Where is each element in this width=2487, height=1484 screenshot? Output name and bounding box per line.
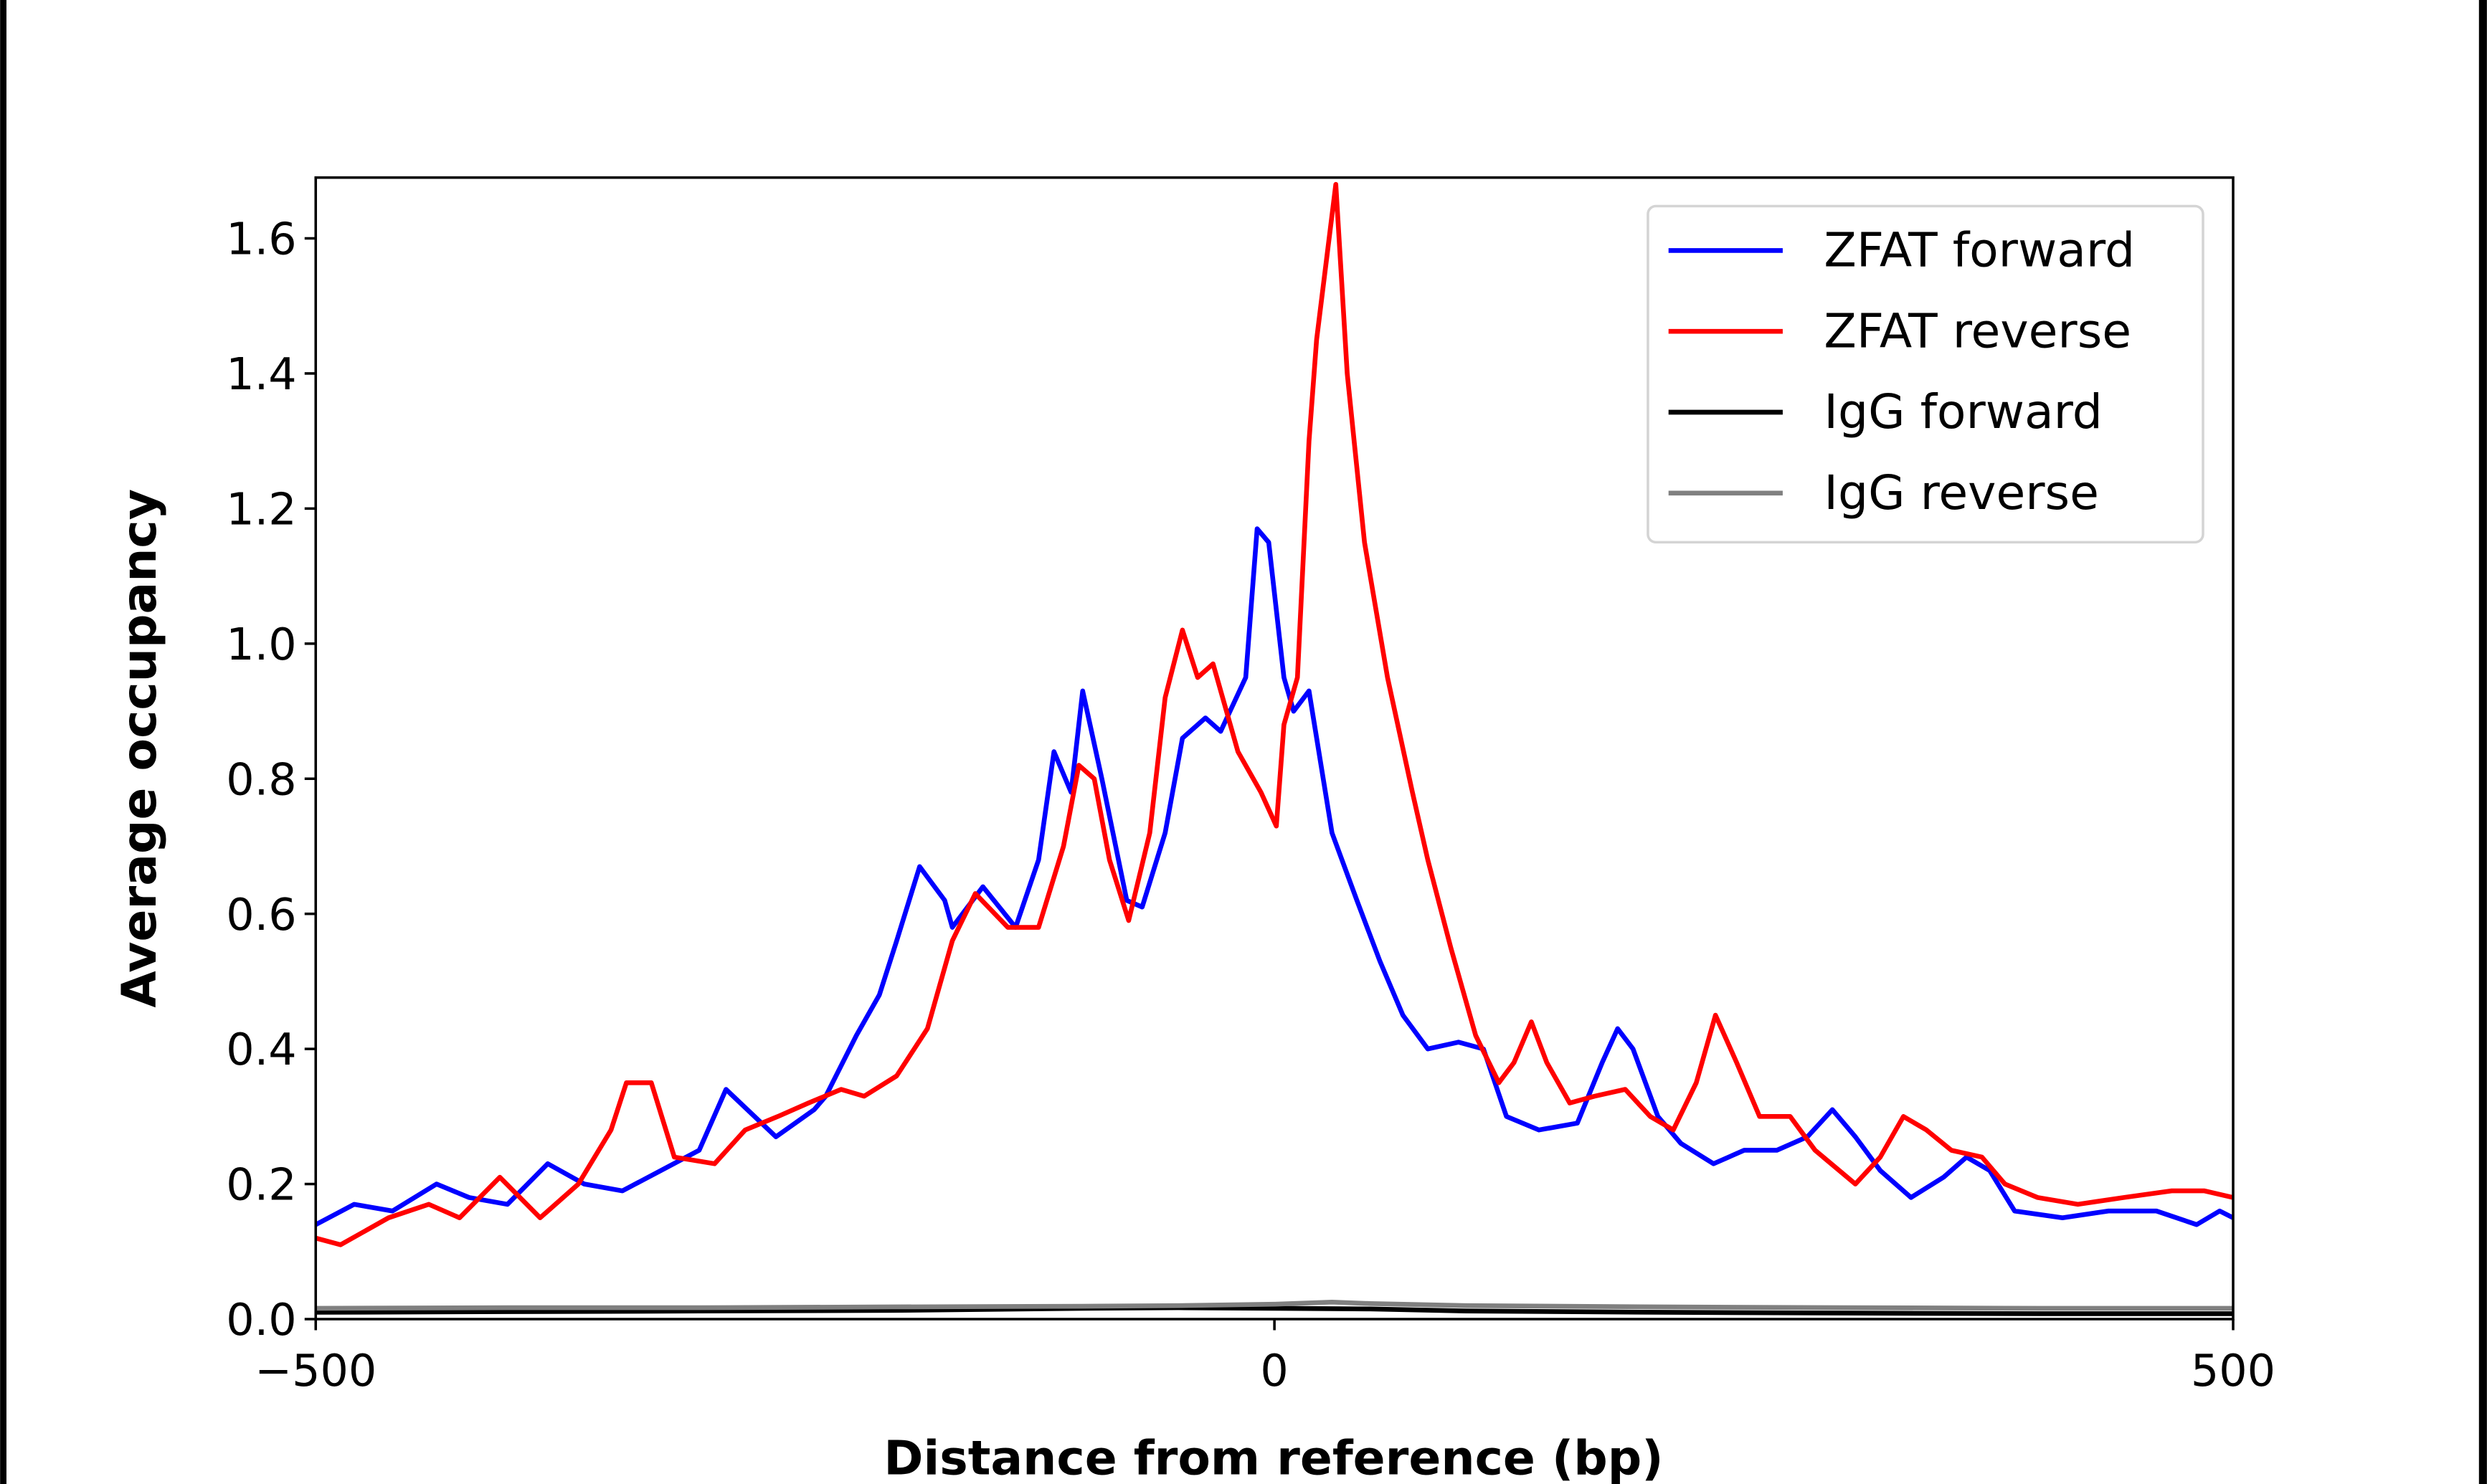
- y-tick-label: 1.2: [226, 483, 296, 535]
- legend: ZFAT forward ZFAT reverse IgG forward IgG r…: [1647, 204, 2204, 544]
- y-axis-label: Average occupancy: [111, 489, 167, 1008]
- y-tick-label: 0.0: [226, 1294, 296, 1346]
- x-tick-label: 0: [1260, 1345, 1288, 1397]
- series-line-igg-forward: [316, 1305, 2234, 1316]
- series-layer: [316, 181, 2234, 1316]
- legend-box: [1647, 204, 2204, 544]
- y-tick-label: 1.6: [226, 214, 296, 265]
- y-tick-label: 0.2: [226, 1159, 296, 1211]
- series-line-igg-reverse: [316, 1300, 2234, 1311]
- y-tick-label: 1.4: [226, 348, 296, 400]
- legend-label: IgG forward: [1824, 384, 2102, 439]
- y-tick-label: 0.6: [226, 889, 296, 941]
- legend-label: IgG reverse: [1824, 465, 2098, 520]
- x-axis: −500 0 500: [255, 1319, 2275, 1397]
- x-tick-label: 500: [2191, 1345, 2275, 1397]
- y-tick-label: 0.8: [226, 753, 296, 805]
- y-tick-label: 1.0: [226, 619, 296, 670]
- y-tick-label: 0.4: [226, 1024, 296, 1075]
- x-tick-label: −500: [255, 1345, 376, 1397]
- y-axis: 0.0 0.2 0.4 0.6 0.8 1.0 1.2 1.4 1.6: [226, 214, 316, 1346]
- left-border: [0, 0, 7, 1484]
- series-line-zfat-reverse: [316, 181, 2234, 1247]
- x-axis-label: Distance from reference (bp): [884, 1430, 1663, 1484]
- legend-label: ZFAT reverse: [1824, 303, 2131, 358]
- right-border: [2478, 0, 2487, 1484]
- series-line-zfat-forward: [316, 526, 2234, 1227]
- legend-label: ZFAT forward: [1824, 222, 2135, 278]
